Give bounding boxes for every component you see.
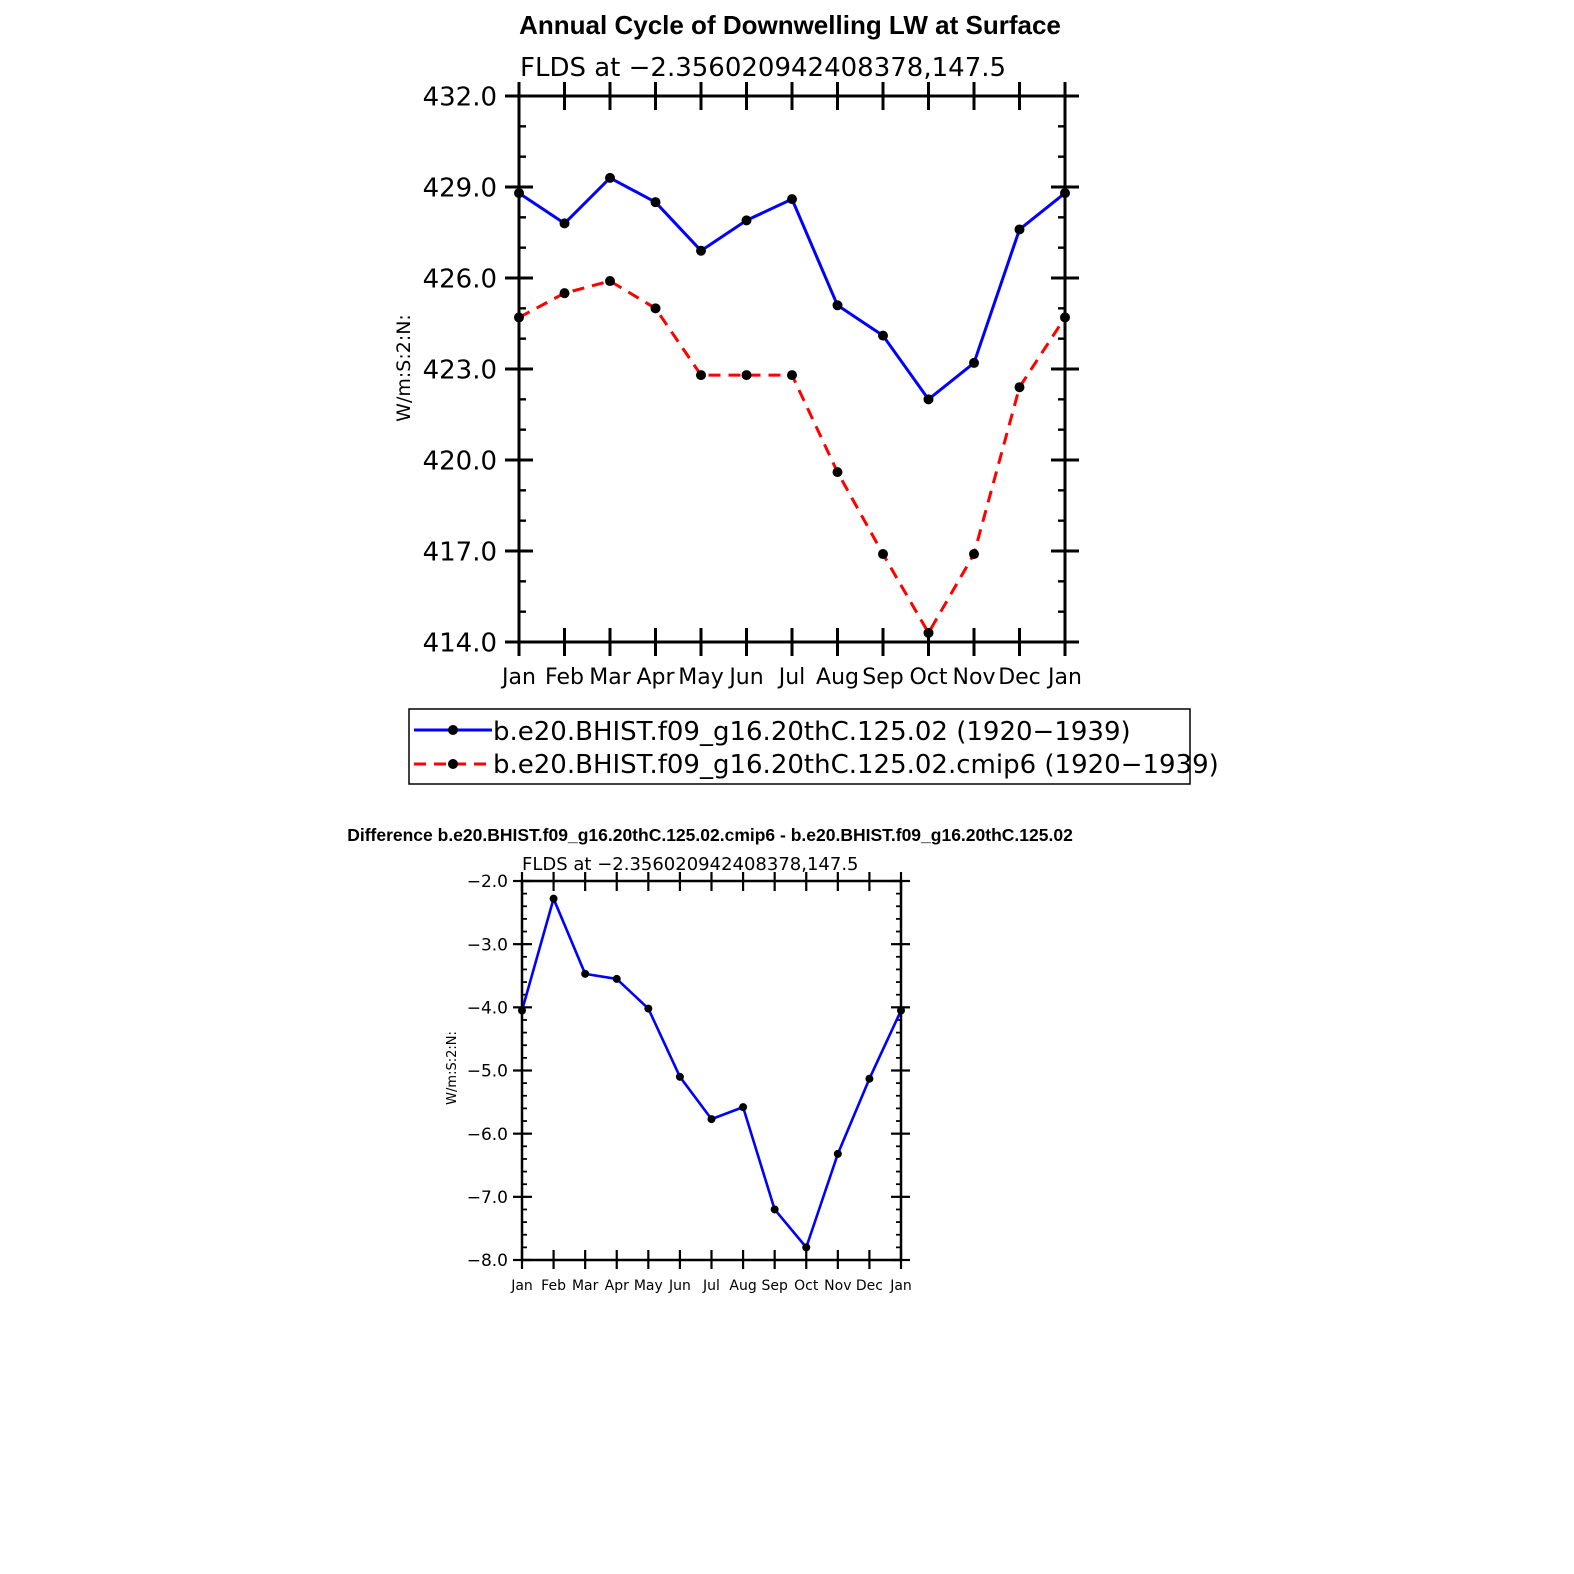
- x-tick-label: Apr: [636, 665, 675, 690]
- x-tick-label: Oct: [909, 665, 947, 690]
- legend: b.e20.BHIST.f09_g16.20thC.125.02 (1920−1…: [408, 708, 1219, 785]
- data-point: [832, 467, 843, 478]
- data-point: [787, 370, 797, 381]
- data-point: [650, 303, 661, 314]
- difference-chart: Difference b.e20.BHIST.f09_g16.20thC.125…: [347, 825, 1073, 1294]
- data-point: [878, 549, 888, 560]
- x-tick-label: Jun: [727, 665, 763, 690]
- legend-box: [408, 708, 1191, 785]
- x-tick-label: Nov: [824, 1278, 851, 1294]
- data-point: [696, 370, 706, 381]
- y-tick-label: −3.0: [467, 935, 508, 955]
- y-tick-label: 420.0: [423, 446, 497, 476]
- chart-title: Annual Cycle of Downwelling LW at Surfac…: [519, 10, 1061, 40]
- x-tick-label: Oct: [794, 1278, 819, 1294]
- data-point: [650, 197, 661, 208]
- x-tick-label: Jul: [702, 1278, 720, 1294]
- y-tick-label: 432.0: [423, 82, 497, 112]
- x-tick-label: Aug: [729, 1278, 756, 1294]
- data-point: [741, 370, 752, 381]
- x-tick-label: Mar: [589, 665, 631, 690]
- x-tick-label: Dec: [856, 1278, 883, 1294]
- y-tick-label: −7.0: [467, 1188, 508, 1208]
- x-tick-label: Mar: [572, 1278, 599, 1294]
- data-point: [739, 1103, 748, 1112]
- difference-title: Difference b.e20.BHIST.f09_g16.20thC.125…: [347, 825, 1073, 845]
- data-point: [865, 1074, 874, 1083]
- x-tick-label: Dec: [998, 665, 1041, 690]
- x-tick-label: May: [678, 665, 723, 690]
- data-point: [644, 1004, 653, 1013]
- data-point: [675, 1072, 684, 1081]
- x-tick-label: Sep: [761, 1278, 788, 1294]
- x-tick-label: May: [634, 1278, 663, 1294]
- x-tick-label: Aug: [816, 665, 859, 690]
- chart-subtitle: FLDS at −2.356020942408378,147.5: [520, 53, 1006, 83]
- x-tick-label: Jul: [777, 665, 806, 690]
- x-tick-label: Jan: [510, 1278, 533, 1294]
- data-point: [1014, 382, 1025, 393]
- x-tick-label: Jan: [500, 665, 536, 690]
- y-tick-label: −4.0: [467, 998, 508, 1018]
- y-tick-label: 414.0: [423, 628, 497, 658]
- x-tick-label: Jan: [889, 1278, 912, 1294]
- y-tick-label: 429.0: [423, 173, 497, 203]
- data-point: [878, 330, 888, 341]
- difference-subtitle: FLDS at −2.356020942408378,147.5: [522, 854, 859, 875]
- data-point: [612, 974, 621, 983]
- data-point: [833, 1149, 842, 1158]
- x-tick-label: Apr: [605, 1278, 629, 1294]
- data-point: [605, 172, 615, 183]
- x-tick-label: Nov: [953, 665, 996, 690]
- series-line-1: [520, 897, 903, 1249]
- data-point: [969, 357, 979, 368]
- difference-plot-frame: [520, 879, 903, 1262]
- legend-marker-red: [448, 759, 458, 769]
- data-point: [549, 894, 558, 903]
- data-point: [1014, 224, 1025, 235]
- data-point: [559, 218, 570, 229]
- x-tick-label: Sep: [862, 665, 903, 690]
- data-point: [802, 1243, 811, 1252]
- y-tick-label: −8.0: [467, 1251, 508, 1271]
- data-point: [559, 288, 570, 299]
- legend-label-series-2: b.e20.BHIST.f09_g16.20thC.125.02.cmip6 (…: [493, 750, 1219, 780]
- y-tick-label: −5.0: [467, 1062, 508, 1082]
- data-point: [969, 549, 979, 560]
- legend-marker-blue: [448, 725, 458, 735]
- x-tick-label: Jun: [668, 1278, 691, 1294]
- data-point: [707, 1115, 716, 1124]
- x-tick-label: Feb: [545, 665, 584, 690]
- data-point: [832, 300, 843, 311]
- x-tick-label: Jan: [1046, 665, 1082, 690]
- data-point: [923, 394, 934, 405]
- data-point: [581, 969, 590, 978]
- data-point: [696, 245, 706, 256]
- data-point: [605, 276, 615, 287]
- x-tick-label: Feb: [541, 1278, 566, 1294]
- y-axis-label: W/m:S:2:N:: [393, 314, 415, 422]
- data-point: [741, 215, 752, 226]
- y-tick-label: 426.0: [423, 264, 497, 294]
- y-tick-label: 423.0: [423, 355, 497, 385]
- plot-frame: [517, 94, 1067, 644]
- legend-label-series-1: b.e20.BHIST.f09_g16.20thC.125.02 (1920−1…: [493, 717, 1131, 747]
- data-point: [770, 1205, 779, 1214]
- y-tick-label: 417.0: [423, 537, 497, 567]
- y-tick-label: −6.0: [467, 1125, 508, 1145]
- difference-y-axis-label: W/m:S:2:N:: [445, 1031, 460, 1105]
- annual-cycle-chart: Annual Cycle of Downwelling LW at Surfac…: [393, 10, 1082, 690]
- series-line-1: [518, 176, 1066, 401]
- data-point: [787, 194, 797, 205]
- y-tick-label: −2.0: [467, 872, 508, 892]
- data-point: [923, 627, 934, 638]
